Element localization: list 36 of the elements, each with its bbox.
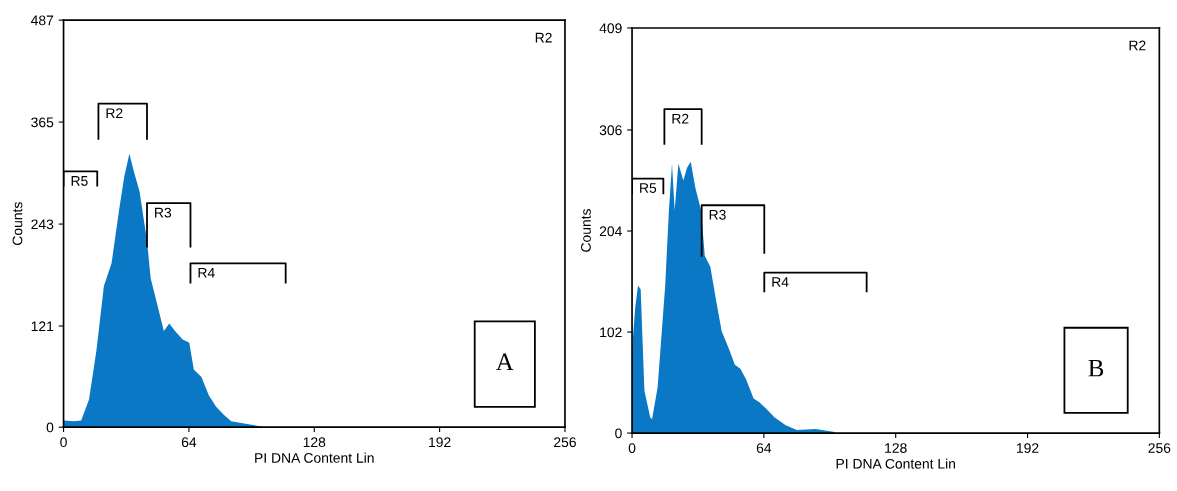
annotation: R2: [1129, 40, 1146, 51]
y-tick-label: 121: [31, 321, 54, 332]
x-axis-title: PI DNA Content Lin: [255, 452, 374, 463]
series-label: R5: [640, 183, 657, 193]
annotation: R2: [535, 32, 552, 43]
x-tick-label: 256: [1148, 443, 1171, 453]
x-tick-label: 64: [756, 443, 772, 453]
series-label: R2: [106, 108, 123, 118]
series-label: R3: [155, 207, 172, 218]
y-axis-title: Counts: [581, 209, 591, 252]
series-label: R2: [672, 113, 689, 124]
x-tick-label: 64: [181, 437, 197, 448]
series-label: R4: [198, 268, 215, 278]
y-tick-label: 409: [599, 23, 622, 34]
x-tick-label: 192: [429, 437, 451, 448]
series-label: R5: [71, 176, 88, 186]
y-tick-label: 0: [615, 428, 622, 439]
y-tick-label: 365: [31, 117, 54, 128]
x-axis-title: PI DNA Content Lin: [836, 458, 956, 469]
x-tick-label: 128: [885, 443, 907, 453]
y-tick-label: 102: [600, 327, 622, 338]
y-tick-label: 306: [599, 125, 622, 136]
annotation: A: [496, 353, 514, 371]
annotation: B: [1088, 359, 1104, 377]
y-tick-label: 487: [30, 15, 54, 26]
y-axis-title: Counts: [12, 202, 23, 245]
x-tick-label: 0: [628, 443, 636, 453]
series-label: R4: [772, 277, 789, 287]
x-tick-label: 192: [1016, 443, 1039, 453]
y-tick-label: 0: [46, 422, 54, 433]
x-tick-label: 256: [554, 437, 576, 448]
series-label: R3: [709, 209, 726, 220]
y-tick-label: 204: [599, 226, 622, 237]
y-tick-label: 243: [31, 219, 54, 230]
x-tick-label: 128: [303, 437, 326, 448]
x-tick-label: 0: [60, 437, 67, 448]
